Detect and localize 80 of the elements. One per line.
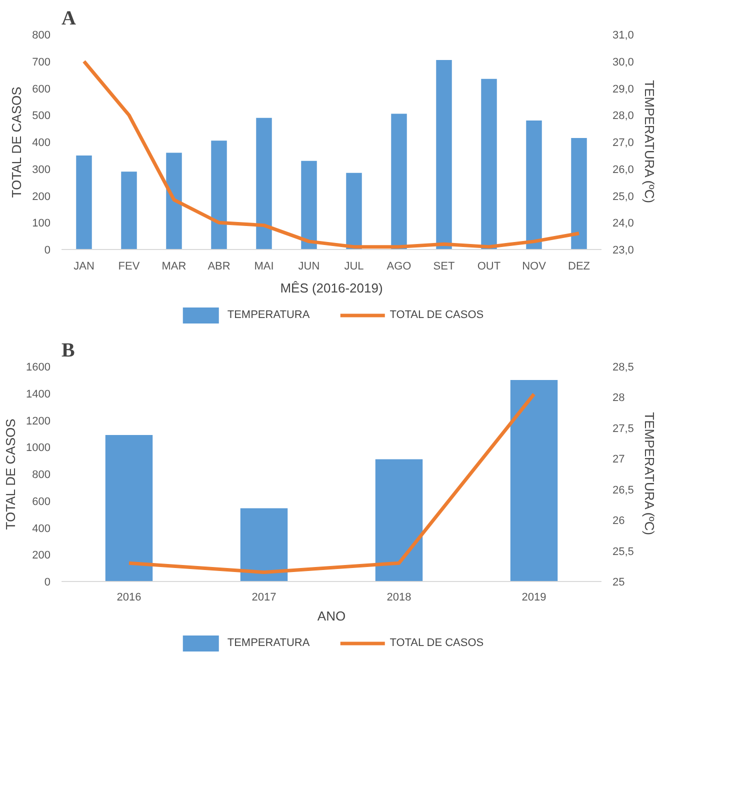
x-axis-title: ANO <box>317 608 346 624</box>
y-tick-label: 400 <box>32 137 51 149</box>
legend-label: TEMPERATURA <box>227 637 310 649</box>
y2-tick-label: 26,0 <box>612 164 634 176</box>
bar <box>211 140 227 250</box>
y2-tick-label: 25,5 <box>612 546 634 558</box>
x-tick-label: OUT <box>477 260 501 272</box>
bar <box>571 138 587 250</box>
y2-tick-label: 28,5 <box>612 362 634 374</box>
x-tick-label: FEV <box>118 260 140 272</box>
x-tick-label: 2019 <box>522 592 546 604</box>
x-tick-label: DEZ <box>568 260 590 272</box>
bar <box>256 118 272 250</box>
y2-axis-title: TEMPERATURA (ºC) <box>642 412 657 536</box>
y2-tick-label: 29,0 <box>612 83 634 96</box>
y2-tick-label: 23,0 <box>612 244 634 256</box>
bar <box>76 155 92 250</box>
bar <box>240 508 288 582</box>
x-axis-title: MÊS (2016-2019) <box>280 280 383 296</box>
x-tick-label: SET <box>433 260 455 272</box>
y2-tick-label: 25,0 <box>612 190 634 203</box>
y2-tick-label: 30,0 <box>612 56 634 68</box>
y-tick-label: 0 <box>44 244 51 256</box>
bar <box>510 380 558 582</box>
y-tick-label: 1600 <box>26 362 51 374</box>
y-tick-label: 700 <box>32 56 51 68</box>
y-axis-title: TOTAL DE CASOS <box>9 86 24 198</box>
y2-tick-label: 26,5 <box>612 484 634 496</box>
y-tick-label: 600 <box>32 83 51 96</box>
bar <box>166 152 182 250</box>
bar <box>105 435 153 582</box>
y2-tick-label: 28,0 <box>612 110 634 122</box>
y-tick-label: 800 <box>32 30 51 42</box>
y2-tick-label: 24,0 <box>612 218 634 230</box>
bar <box>375 459 423 582</box>
y-tick-label: 600 <box>32 496 51 508</box>
y2-tick-label: 26 <box>612 515 625 528</box>
x-tick-label: MAR <box>162 260 186 272</box>
x-tick-label: ABR <box>208 260 230 272</box>
bar <box>346 172 362 250</box>
y-tick-label: 400 <box>32 522 51 535</box>
y-tick-label: 200 <box>32 190 51 203</box>
bar <box>121 172 137 250</box>
y2-tick-label: 31,0 <box>612 30 634 42</box>
bar <box>526 120 542 250</box>
y2-axis-title: TEMPERATURA (ºC) <box>642 80 657 204</box>
legend-label: TOTAL DE CASOS <box>390 309 484 321</box>
x-tick-label: JUN <box>298 260 320 272</box>
y2-tick-label: 27,5 <box>612 422 634 435</box>
y-tick-label: 1400 <box>26 388 51 400</box>
line-series <box>82 60 581 249</box>
x-tick-label: JUL <box>344 260 364 272</box>
y-tick-label: 1200 <box>26 415 51 428</box>
y-tick-label: 1000 <box>26 442 51 454</box>
bar <box>391 114 407 250</box>
bar <box>301 160 317 250</box>
chart-title: A <box>62 8 76 30</box>
y2-tick-label: 27 <box>612 454 625 466</box>
x-tick-label: MAI <box>254 260 274 272</box>
y2-tick-label: 25 <box>612 576 625 588</box>
legend-label: TEMPERATURA <box>227 309 310 321</box>
x-tick-label: 2018 <box>386 592 412 604</box>
y-tick-label: 0 <box>44 576 51 588</box>
chart-title: B <box>62 340 75 362</box>
x-tick-label: NOV <box>522 260 547 272</box>
y-tick-label: 800 <box>32 469 51 481</box>
x-tick-label: 2017 <box>252 592 276 604</box>
x-tick-label: JAN <box>74 260 94 272</box>
y2-tick-label: 27,0 <box>612 137 634 149</box>
x-tick-label: AGO <box>386 260 412 272</box>
y-tick-label: 500 <box>32 110 51 122</box>
y-tick-label: 200 <box>32 550 51 562</box>
y-tick-label: 100 <box>32 218 51 230</box>
bar <box>436 60 452 250</box>
legend-label: TOTAL DE CASOS <box>390 637 484 649</box>
y-axis-title: TOTAL DE CASOS <box>3 418 18 530</box>
y-tick-label: 300 <box>32 164 51 176</box>
y2-tick-label: 28 <box>612 392 625 404</box>
x-tick-label: 2016 <box>116 592 142 604</box>
bar <box>481 78 497 250</box>
